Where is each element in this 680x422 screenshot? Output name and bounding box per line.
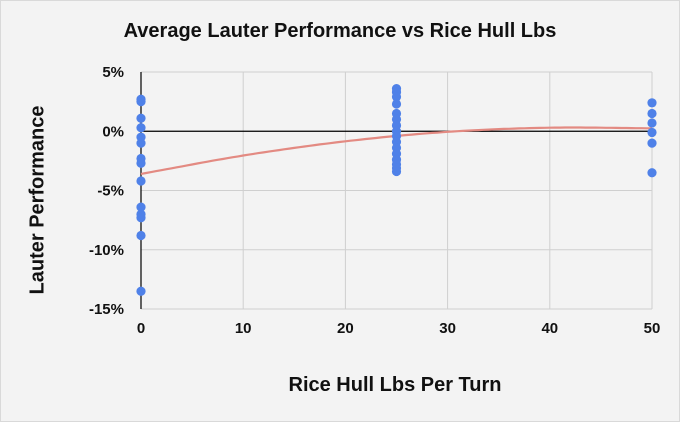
x-tick-label: 20 [337, 320, 354, 337]
data-point [136, 176, 146, 186]
data-point [647, 168, 657, 178]
x-axis-label: Rice Hull Lbs Per Turn [288, 374, 502, 396]
data-point [391, 99, 402, 109]
data-point [391, 92, 402, 102]
y-tick-label: -15% [89, 301, 124, 318]
data-point [136, 123, 146, 133]
data-point [391, 166, 402, 177]
x-tick-label: 50 [644, 320, 661, 337]
data-point [647, 138, 657, 148]
y-tick-label: 5% [102, 64, 124, 81]
data-point [136, 158, 146, 168]
data-point [647, 108, 657, 119]
x-tick-label: 0 [137, 320, 145, 337]
x-tick-label: 40 [541, 320, 558, 337]
data-point [136, 97, 146, 107]
y-tick-label: -10% [89, 242, 124, 259]
data-point [647, 98, 657, 108]
data-point [647, 127, 657, 138]
data-point [136, 230, 146, 241]
x-tick-label: 30 [439, 320, 456, 337]
y-tick-label: 0% [102, 123, 124, 140]
y-tick-label: -5% [97, 183, 124, 200]
data-point [647, 118, 657, 128]
data-point [136, 286, 146, 296]
data-point [136, 213, 146, 223]
data-point [136, 113, 146, 123]
chart-title: Average Lauter Performance vs Rice Hull … [123, 20, 557, 42]
data-point [136, 138, 146, 148]
data-point [136, 202, 146, 212]
x-tick-label: 10 [235, 320, 252, 337]
